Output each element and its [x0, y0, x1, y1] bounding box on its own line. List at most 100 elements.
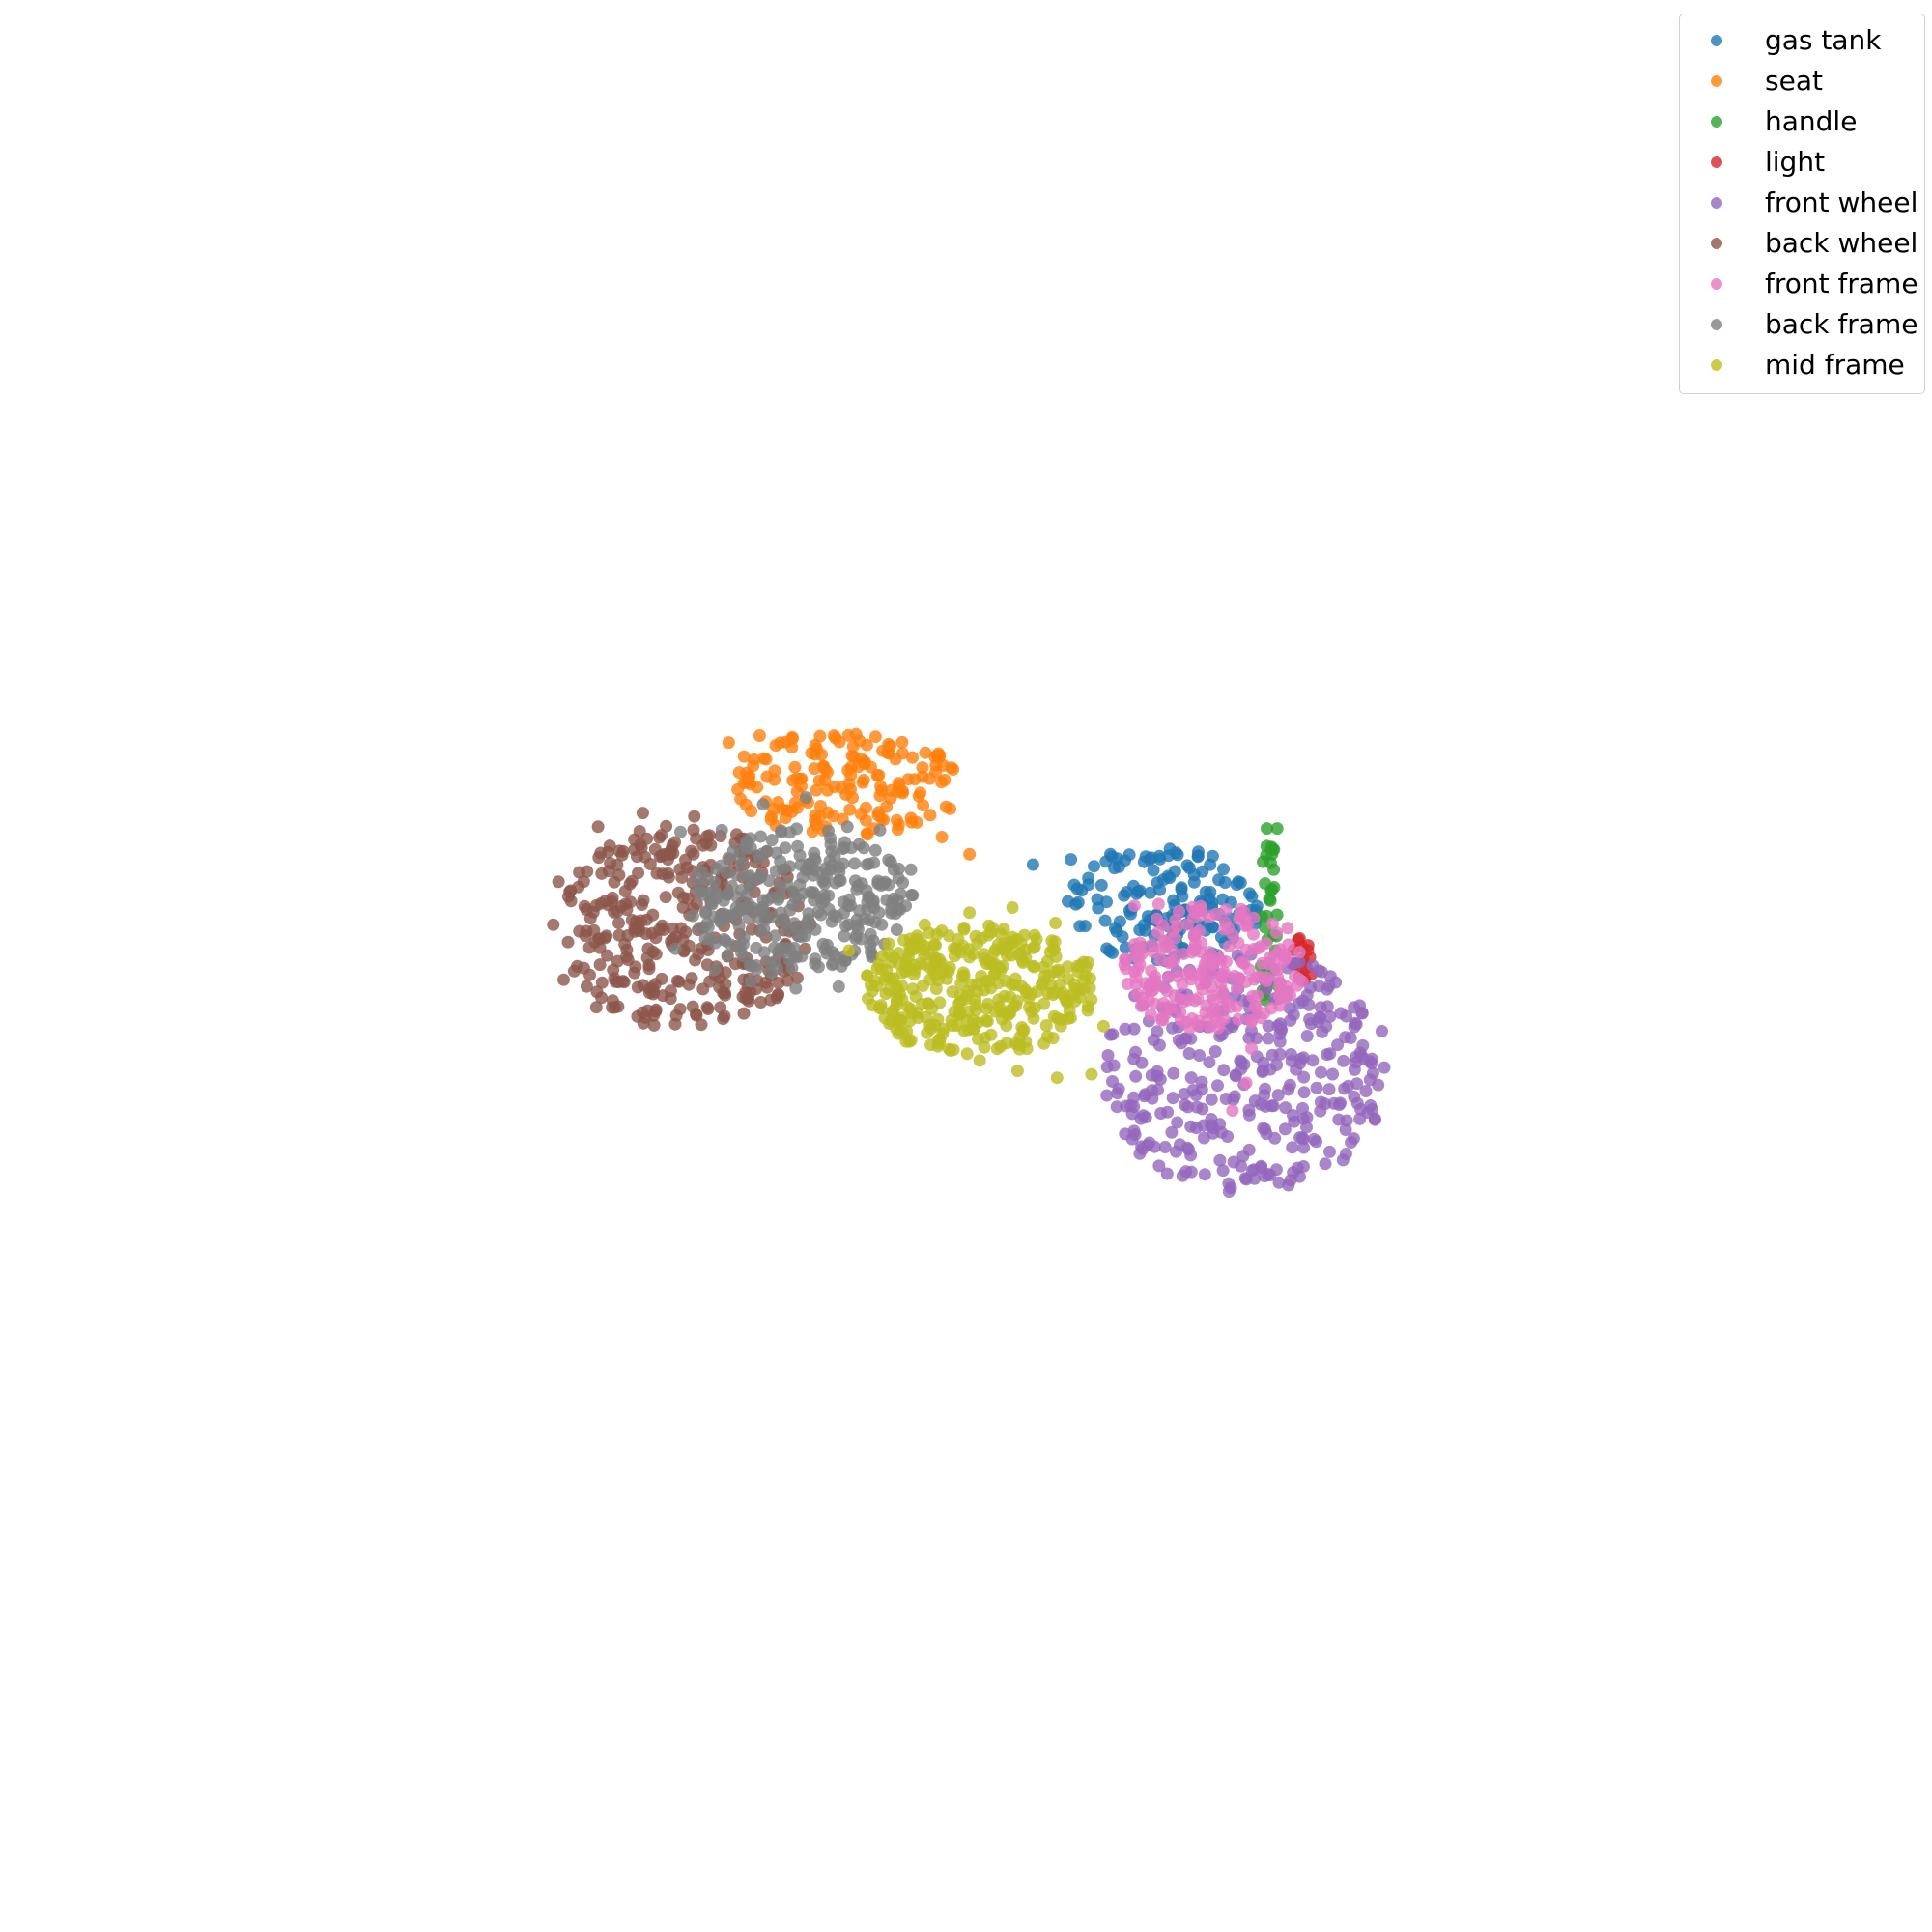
point-back-wheel [717, 986, 730, 1000]
point-front-wheel [1296, 1132, 1310, 1146]
legend-label: front wheel [1765, 186, 1918, 218]
point-gas-tank [1151, 876, 1164, 890]
point-back-frame [709, 888, 723, 901]
point-front-wheel [1213, 1153, 1227, 1167]
point-handle [1259, 877, 1272, 891]
point-seat [916, 770, 929, 783]
point-front-wheel [1306, 1054, 1320, 1067]
point-back-frame [715, 823, 728, 837]
point-mid-frame [1085, 1067, 1098, 1081]
point-back-wheel [642, 962, 656, 976]
point-front-frame [1131, 962, 1145, 976]
point-back-wheel [612, 917, 625, 929]
point-front-frame [1171, 970, 1184, 983]
point-mid-frame [975, 970, 988, 982]
point-back-wheel [593, 958, 607, 972]
point-front-frame [1230, 1000, 1243, 1013]
point-back-wheel [606, 895, 619, 908]
legend-item-front-wheel: front wheel [1680, 183, 1924, 223]
point-gas-tank [1122, 848, 1136, 862]
point-mid-frame [1028, 960, 1040, 974]
point-mid-frame [918, 944, 931, 957]
legend-item-front-frame: front frame [1680, 264, 1924, 304]
point-seat [872, 769, 886, 781]
point-mid-frame [1009, 979, 1022, 991]
point-front-frame [1134, 999, 1148, 1012]
point-back-wheel [609, 975, 622, 988]
point-back-wheel [567, 964, 581, 978]
point-front-wheel [1282, 1083, 1295, 1096]
point-front-wheel [1297, 1070, 1311, 1084]
point-mid-frame [942, 929, 955, 943]
point-front-frame [1145, 964, 1158, 978]
point-mid-frame [1028, 928, 1041, 942]
point-front-wheel [1323, 1145, 1336, 1158]
point-back-wheel [590, 985, 604, 999]
point-seat [904, 811, 918, 825]
point-front-wheel [1160, 1167, 1174, 1180]
point-front-frame [1188, 944, 1202, 957]
point-front-wheel [1227, 1155, 1240, 1169]
point-mid-frame [1002, 1009, 1015, 1022]
point-back-wheel [660, 819, 673, 833]
point-back-wheel [589, 1001, 603, 1014]
point-front-wheel [1152, 1159, 1166, 1173]
point-front-wheel [1353, 1112, 1367, 1125]
point-seat [788, 760, 802, 774]
point-back-frame [754, 924, 768, 938]
legend-marker [1711, 359, 1722, 371]
point-front-frame [1166, 924, 1179, 938]
point-front-frame [1226, 1104, 1239, 1117]
point-back-wheel [631, 850, 643, 864]
point-back-frame [745, 975, 757, 988]
point-back-frame [839, 920, 853, 932]
point-mid-frame [1028, 940, 1041, 953]
point-front-frame [1155, 1013, 1168, 1027]
point-seat [864, 760, 877, 774]
point-back-wheel [637, 894, 650, 907]
point-gas-tank [1175, 883, 1188, 896]
point-back-wheel [675, 870, 689, 884]
point-back-wheel [669, 1009, 683, 1022]
point-handle [1267, 863, 1281, 876]
point-back-wheel [717, 1012, 730, 1026]
point-back-frame [807, 868, 820, 882]
point-mid-frame [1009, 999, 1023, 1012]
point-mid-frame [878, 1011, 892, 1025]
point-back-frame [754, 830, 767, 843]
point-back-frame [875, 918, 889, 931]
point-seat [806, 825, 819, 838]
point-back-frame [779, 942, 792, 955]
point-front-wheel [1198, 1168, 1211, 1181]
point-back-wheel [790, 971, 804, 984]
point-back-wheel [614, 899, 628, 913]
point-front-wheel [1217, 1064, 1231, 1077]
point-front-frame [1214, 977, 1228, 990]
point-back-frame [774, 854, 787, 867]
point-front-wheel [1376, 1025, 1388, 1037]
point-back-frame [736, 857, 749, 870]
point-seat [875, 812, 889, 826]
point-front-frame [1163, 1000, 1177, 1013]
point-handle [1270, 822, 1284, 836]
point-front-wheel [1254, 1097, 1267, 1111]
point-front-wheel [1350, 1077, 1364, 1091]
point-front-wheel [1189, 1089, 1203, 1102]
point-back-frame [822, 824, 835, 838]
point-front-wheel [1176, 1169, 1189, 1182]
point-front-frame [1207, 993, 1220, 1007]
point-back-wheel [781, 974, 794, 987]
point-back-frame [819, 862, 833, 875]
point-seat [810, 783, 823, 797]
point-mid-frame [969, 998, 982, 1011]
point-seat [734, 792, 748, 806]
legend-marker [1711, 35, 1722, 46]
point-mid-frame [1030, 985, 1043, 999]
point-front-frame [1119, 953, 1132, 967]
point-back-frame [873, 823, 887, 837]
point-front-wheel [1146, 1092, 1159, 1105]
points-layer [547, 727, 1391, 1198]
point-mid-frame [1081, 1000, 1094, 1013]
point-front-wheel [1314, 1095, 1327, 1109]
point-mid-frame [988, 943, 1002, 956]
